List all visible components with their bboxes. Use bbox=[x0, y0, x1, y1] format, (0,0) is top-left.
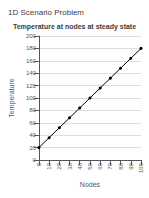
svg-text:40: 40 bbox=[29, 132, 36, 138]
svg-text:60: 60 bbox=[97, 162, 103, 169]
svg-text:20: 20 bbox=[56, 162, 62, 169]
svg-text:120: 120 bbox=[26, 83, 37, 89]
svg-text:Nodes: Nodes bbox=[80, 181, 101, 188]
svg-text:0: 0 bbox=[33, 157, 37, 163]
svg-text:0: 0 bbox=[36, 162, 42, 166]
svg-text:20: 20 bbox=[29, 145, 36, 151]
svg-text:Temperature: Temperature bbox=[8, 78, 16, 117]
svg-text:1D Scenario Problem: 1D Scenario Problem bbox=[8, 8, 84, 17]
svg-text:10: 10 bbox=[46, 162, 52, 169]
svg-text:100: 100 bbox=[138, 162, 144, 173]
svg-text:100: 100 bbox=[26, 95, 37, 101]
svg-text:80: 80 bbox=[118, 162, 124, 169]
svg-text:80: 80 bbox=[29, 107, 36, 113]
svg-text:40: 40 bbox=[77, 162, 83, 169]
svg-text:200: 200 bbox=[26, 33, 37, 39]
svg-text:70: 70 bbox=[107, 162, 113, 169]
svg-text:30: 30 bbox=[67, 162, 73, 169]
svg-text:50: 50 bbox=[87, 162, 93, 169]
svg-text:160: 160 bbox=[26, 58, 37, 64]
svg-text:180: 180 bbox=[26, 45, 37, 51]
svg-text:Temperature at nodes at steady: Temperature at nodes at steady state bbox=[13, 23, 136, 31]
svg-text:140: 140 bbox=[26, 70, 37, 76]
svg-text:60: 60 bbox=[29, 120, 36, 126]
svg-text:90: 90 bbox=[128, 162, 134, 169]
